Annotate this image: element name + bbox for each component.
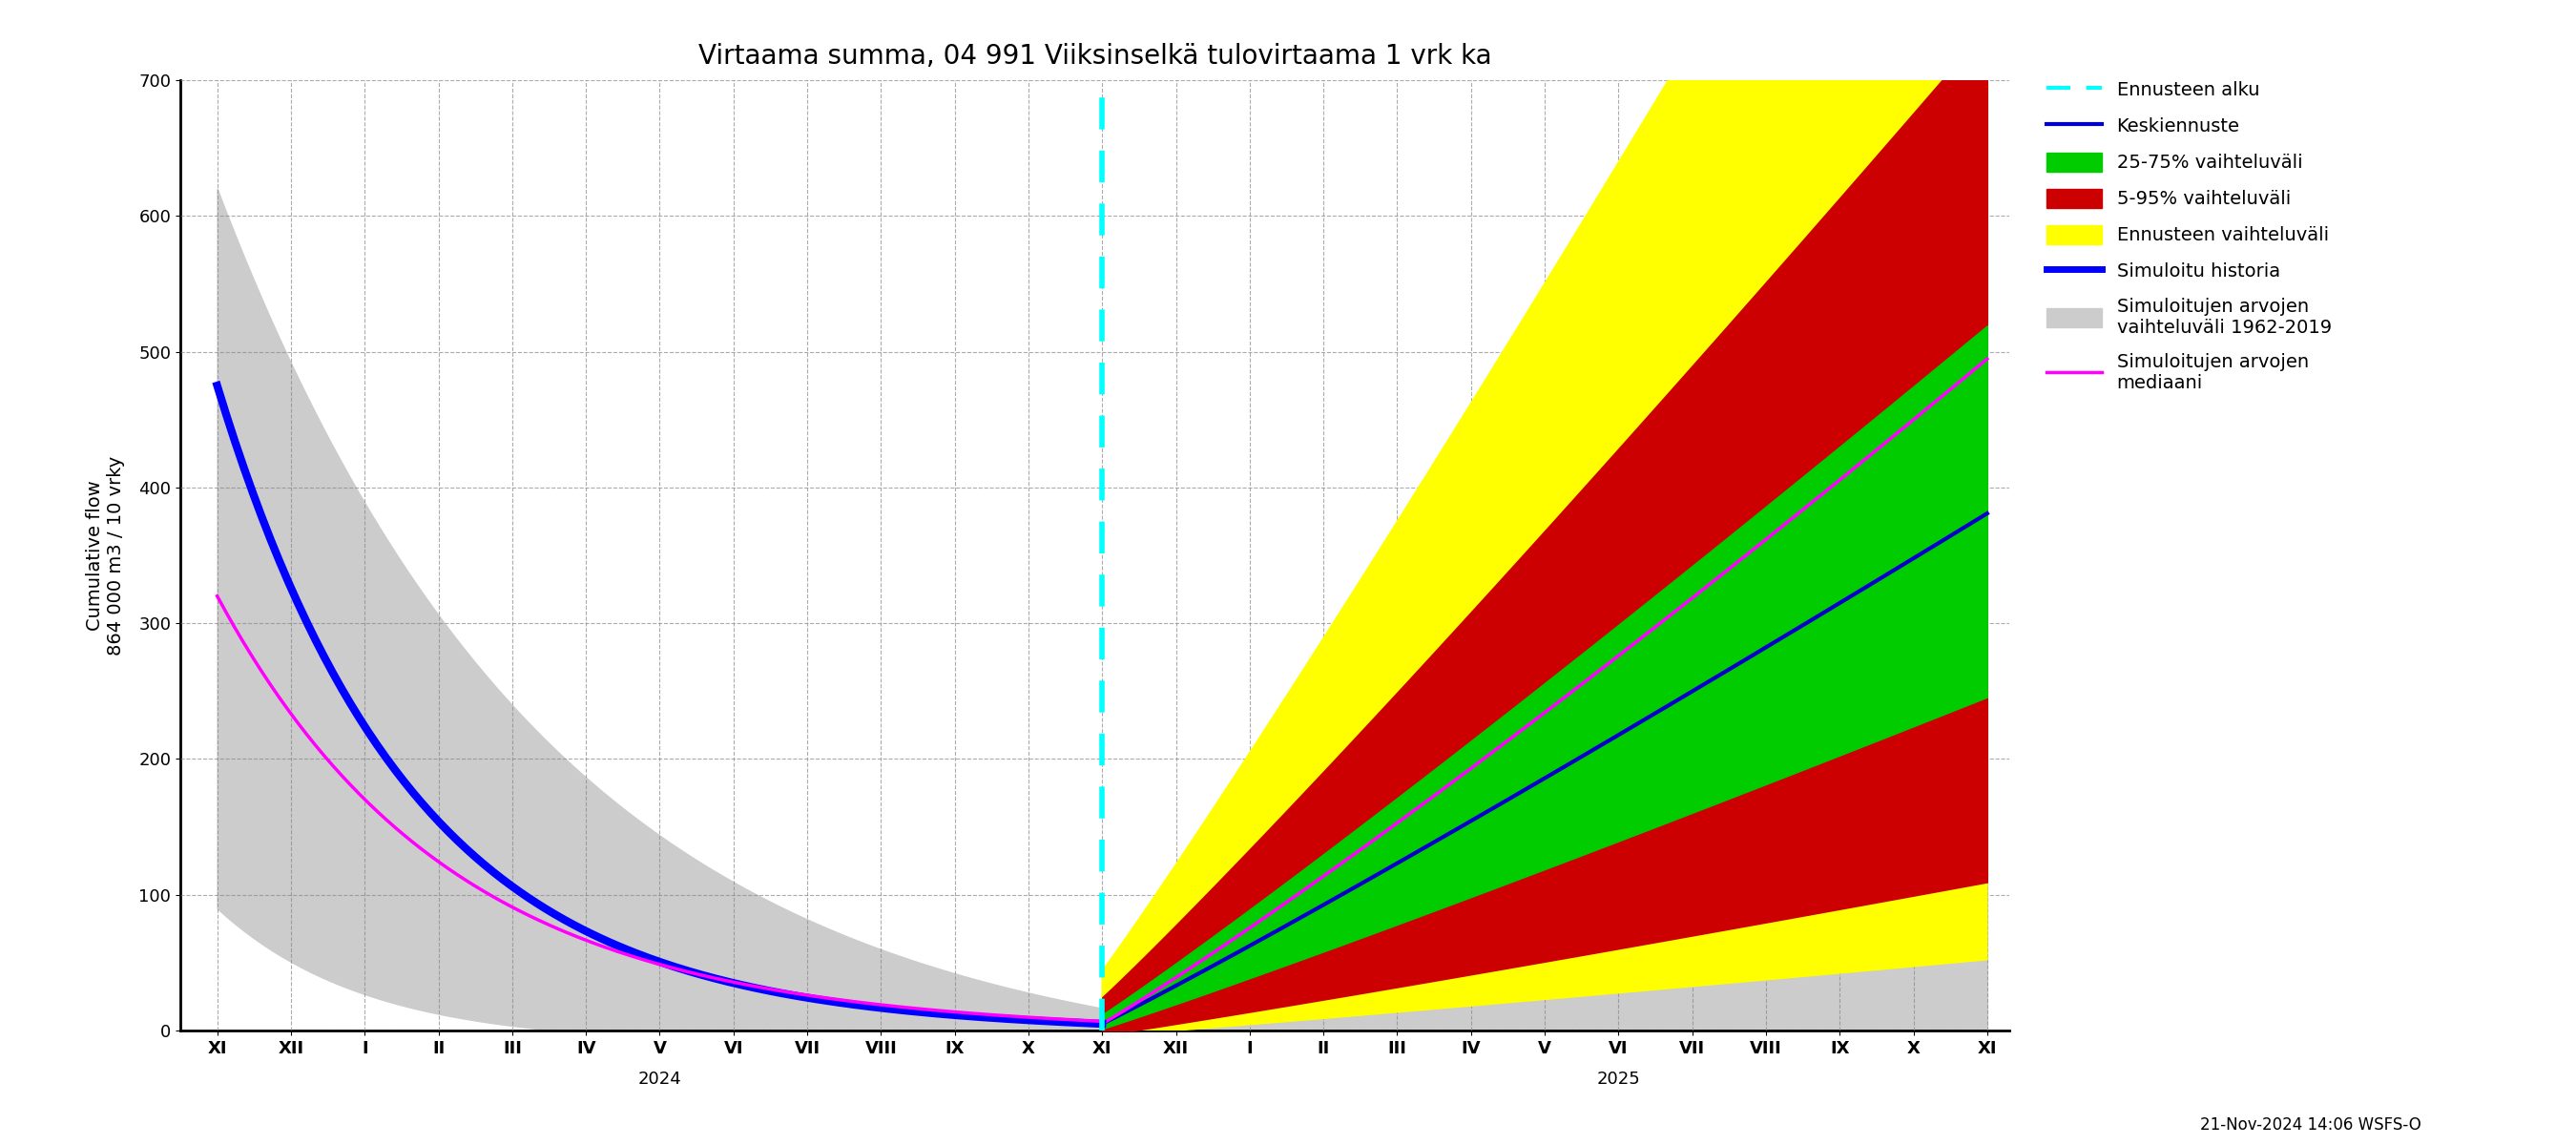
Text: 2025: 2025 xyxy=(1597,1071,1641,1088)
Legend: Ennusteen alku, Keskiennuste, 25-75% vaihteluväli, 5-95% vaihteluväli, Ennusteen: Ennusteen alku, Keskiennuste, 25-75% vai… xyxy=(2038,71,2342,402)
Text: 2024: 2024 xyxy=(639,1071,683,1088)
Text: 21-Nov-2024 14:06 WSFS-O: 21-Nov-2024 14:06 WSFS-O xyxy=(2200,1116,2421,1134)
Y-axis label: Cumulative flow
864 000 m3 / 10 vrky: Cumulative flow 864 000 m3 / 10 vrky xyxy=(85,456,126,655)
Title: Virtaama summa, 04 991 Viiksinselkä tulovirtaama 1 vrk ka: Virtaama summa, 04 991 Viiksinselkä tulo… xyxy=(698,44,1492,70)
